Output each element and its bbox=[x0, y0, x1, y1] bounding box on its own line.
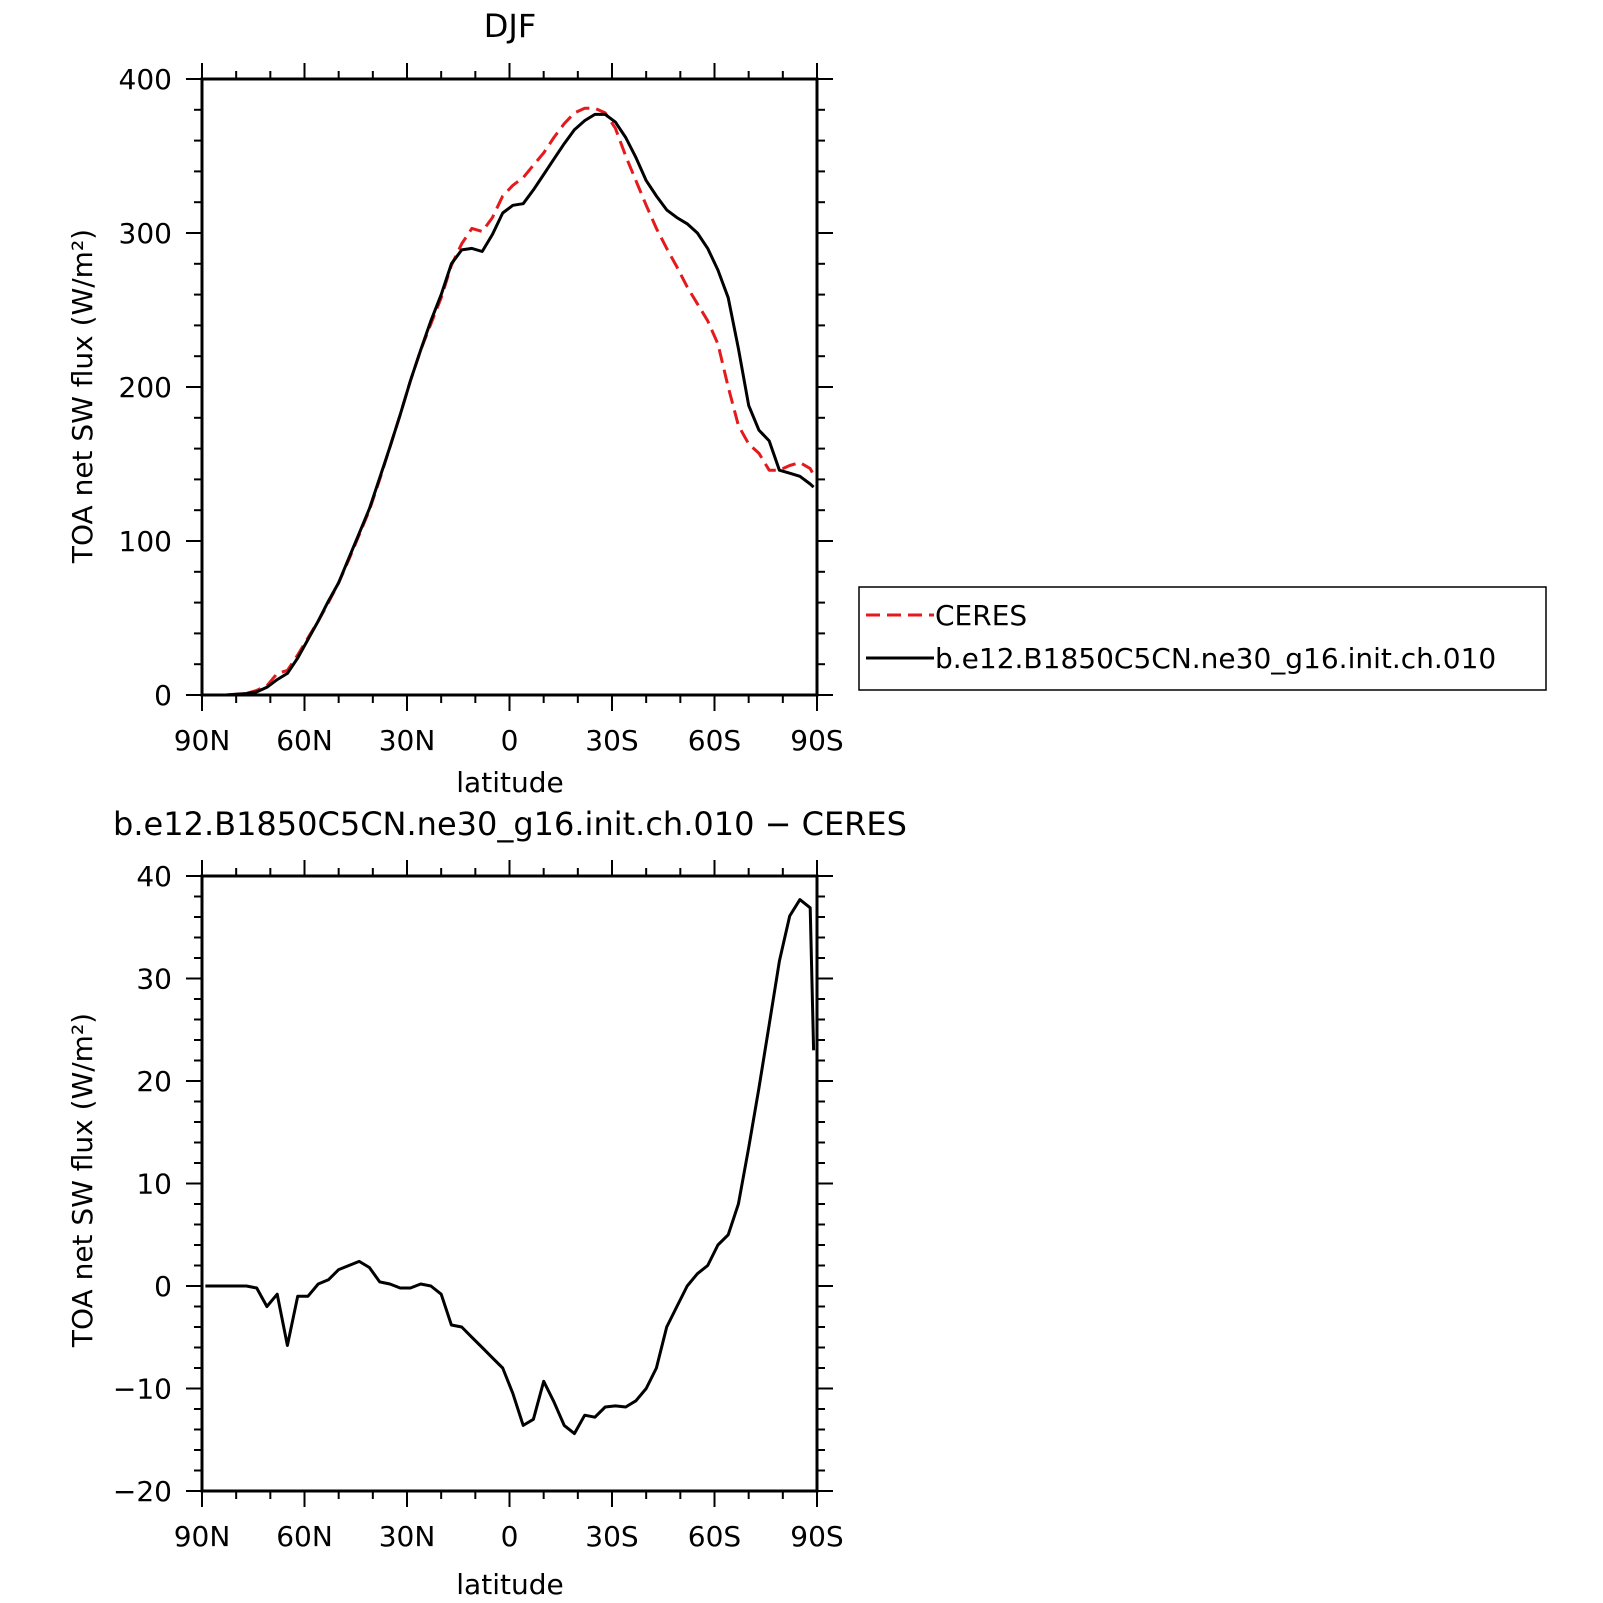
top-series-line-2 bbox=[205, 112, 815, 697]
top-plot-frame bbox=[200, 77, 819, 697]
bottom-x-axis-title: latitude bbox=[456, 1568, 563, 1601]
bottom-panel-title: b.e12.B1850C5CN.ne30_g16.init.ch.010 − C… bbox=[113, 805, 907, 843]
bottom-y-tick-label: −20 bbox=[113, 1475, 172, 1508]
top-x-tick-label: 60N bbox=[276, 724, 333, 757]
top-x-tick-label: 30N bbox=[379, 724, 436, 757]
legend-label-ceres: CERES bbox=[935, 599, 1027, 632]
bottom-panel-tick-labels: 90N 60N 30N 0 30S 60S 90S −20 −10 0 10 20 30 40 bbox=[113, 860, 844, 1553]
top-panel-tick-labels: 90N 60N 30N 0 30S 60S 90S 0 100 200 300 400 bbox=[119, 63, 844, 757]
top-y-tick-label: 400 bbox=[119, 63, 172, 96]
bottom-panel-series bbox=[205, 898, 816, 1436]
top-x-tick-label: 90N bbox=[174, 724, 231, 757]
bottom-series-line-1 bbox=[205, 898, 816, 1436]
bottom-x-tick-label: 0 bbox=[501, 1520, 519, 1553]
bottom-y-tick-label: 20 bbox=[136, 1065, 172, 1098]
bottom-x-tick-label: 60N bbox=[276, 1520, 333, 1553]
bottom-y-tick-label: 40 bbox=[136, 860, 172, 893]
top-y-tick-label: 0 bbox=[154, 679, 172, 712]
bottom-x-tick-label: 30N bbox=[379, 1520, 436, 1553]
bottom-y-tick-label: 0 bbox=[154, 1270, 172, 1303]
legend-box bbox=[858, 586, 1547, 691]
top-y-tick-label: 300 bbox=[119, 217, 172, 250]
legend-label-model: b.e12.B1850C5CN.ne30_g16.init.ch.010 bbox=[935, 642, 1496, 675]
bottom-x-tick-label: 90N bbox=[174, 1520, 231, 1553]
top-x-tick-label: 30S bbox=[585, 724, 638, 757]
top-x-axis-title: latitude bbox=[456, 766, 563, 799]
bottom-plot-frame bbox=[200, 874, 819, 1493]
top-panel: DJF 90N 60N 30N 0 30S 60S 90S 0 100 200 300 400 lat… bbox=[66, 7, 844, 799]
bottom-y-tick-label: 10 bbox=[136, 1168, 172, 1201]
top-panel-title: DJF bbox=[484, 7, 536, 45]
top-x-tick-label: 90S bbox=[790, 724, 843, 757]
bottom-y-tick-label: 30 bbox=[136, 963, 172, 996]
bottom-y-tick-label: −10 bbox=[113, 1373, 172, 1406]
top-y-tick-label: 100 bbox=[119, 525, 172, 558]
bottom-y-axis-title: TOA net SW flux (W/m²) bbox=[66, 1013, 99, 1348]
bottom-x-tick-label: 90S bbox=[790, 1520, 843, 1553]
top-y-axis-title: TOA net SW flux (W/m²) bbox=[66, 229, 99, 564]
legend: CERES b.e12.B1850C5CN.ne30_g16.init.ch.0… bbox=[858, 586, 1547, 691]
top-panel-series bbox=[205, 106, 815, 697]
bottom-panel: b.e12.B1850C5CN.ne30_g16.init.ch.010 − C… bbox=[66, 805, 907, 1601]
top-y-tick-label: 200 bbox=[119, 371, 172, 404]
top-x-tick-label: 60S bbox=[688, 724, 741, 757]
bottom-x-tick-label: 60S bbox=[688, 1520, 741, 1553]
bottom-x-tick-label: 30S bbox=[585, 1520, 638, 1553]
top-x-tick-label: 0 bbox=[501, 724, 519, 757]
